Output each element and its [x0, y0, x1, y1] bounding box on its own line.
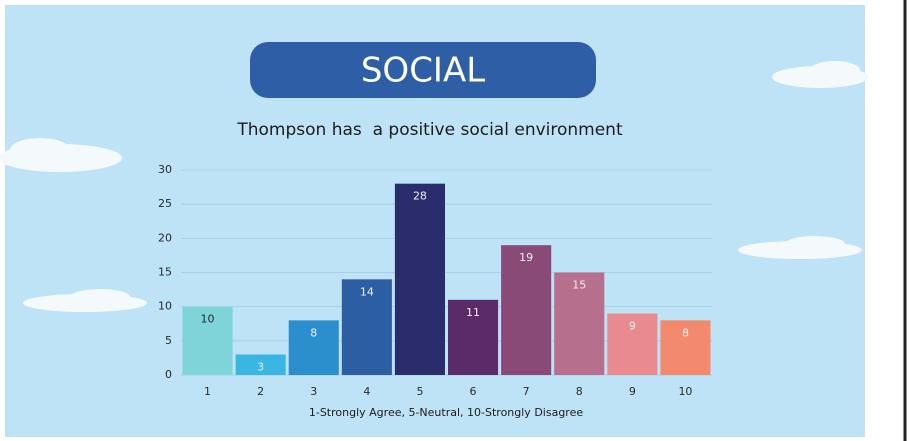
value-label: 8 [310, 326, 317, 339]
x-tick-label: 8 [576, 385, 583, 398]
y-tick-label: 10 [158, 300, 172, 313]
value-label: 15 [572, 279, 586, 292]
y-tick-label: 20 [158, 231, 172, 244]
value-label: 28 [413, 190, 427, 203]
y-tick-label: 5 [165, 334, 172, 347]
slide: SOCIAL Thompson has a positive social en… [0, 0, 909, 441]
x-tick-label: 10 [678, 385, 692, 398]
x-tick-label: 3 [310, 385, 317, 398]
x-tick-label: 4 [363, 385, 370, 398]
page: {"header": {"title": "SOCIAL"}, "chart_d… [0, 0, 909, 441]
bar [501, 245, 551, 375]
value-label: 8 [682, 326, 689, 339]
x-tick-label: 7 [523, 385, 530, 398]
x-tick-label: 1 [204, 385, 211, 398]
y-tick-label: 30 [158, 163, 172, 176]
y-tick-label: 0 [165, 368, 172, 381]
x-tick-label: 5 [416, 385, 423, 398]
y-tick-label: 15 [158, 266, 172, 279]
value-label: 10 [201, 313, 215, 326]
x-tick-label: 9 [629, 385, 636, 398]
value-label: 14 [360, 285, 374, 298]
value-label: 3 [257, 361, 264, 374]
x-tick-label: 2 [257, 385, 264, 398]
x-axis-title: 1-Strongly Agree, 5-Neutral, 10-Strongly… [309, 406, 583, 419]
x-tick-label: 6 [470, 385, 477, 398]
value-label: 9 [629, 320, 636, 333]
bar [395, 184, 445, 375]
value-label: 19 [519, 251, 533, 264]
value-label: 11 [466, 306, 480, 319]
page-title: SOCIAL [361, 51, 485, 91]
y-tick-label: 25 [158, 197, 172, 210]
chart-title: Thompson has a positive social environme… [236, 120, 623, 140]
